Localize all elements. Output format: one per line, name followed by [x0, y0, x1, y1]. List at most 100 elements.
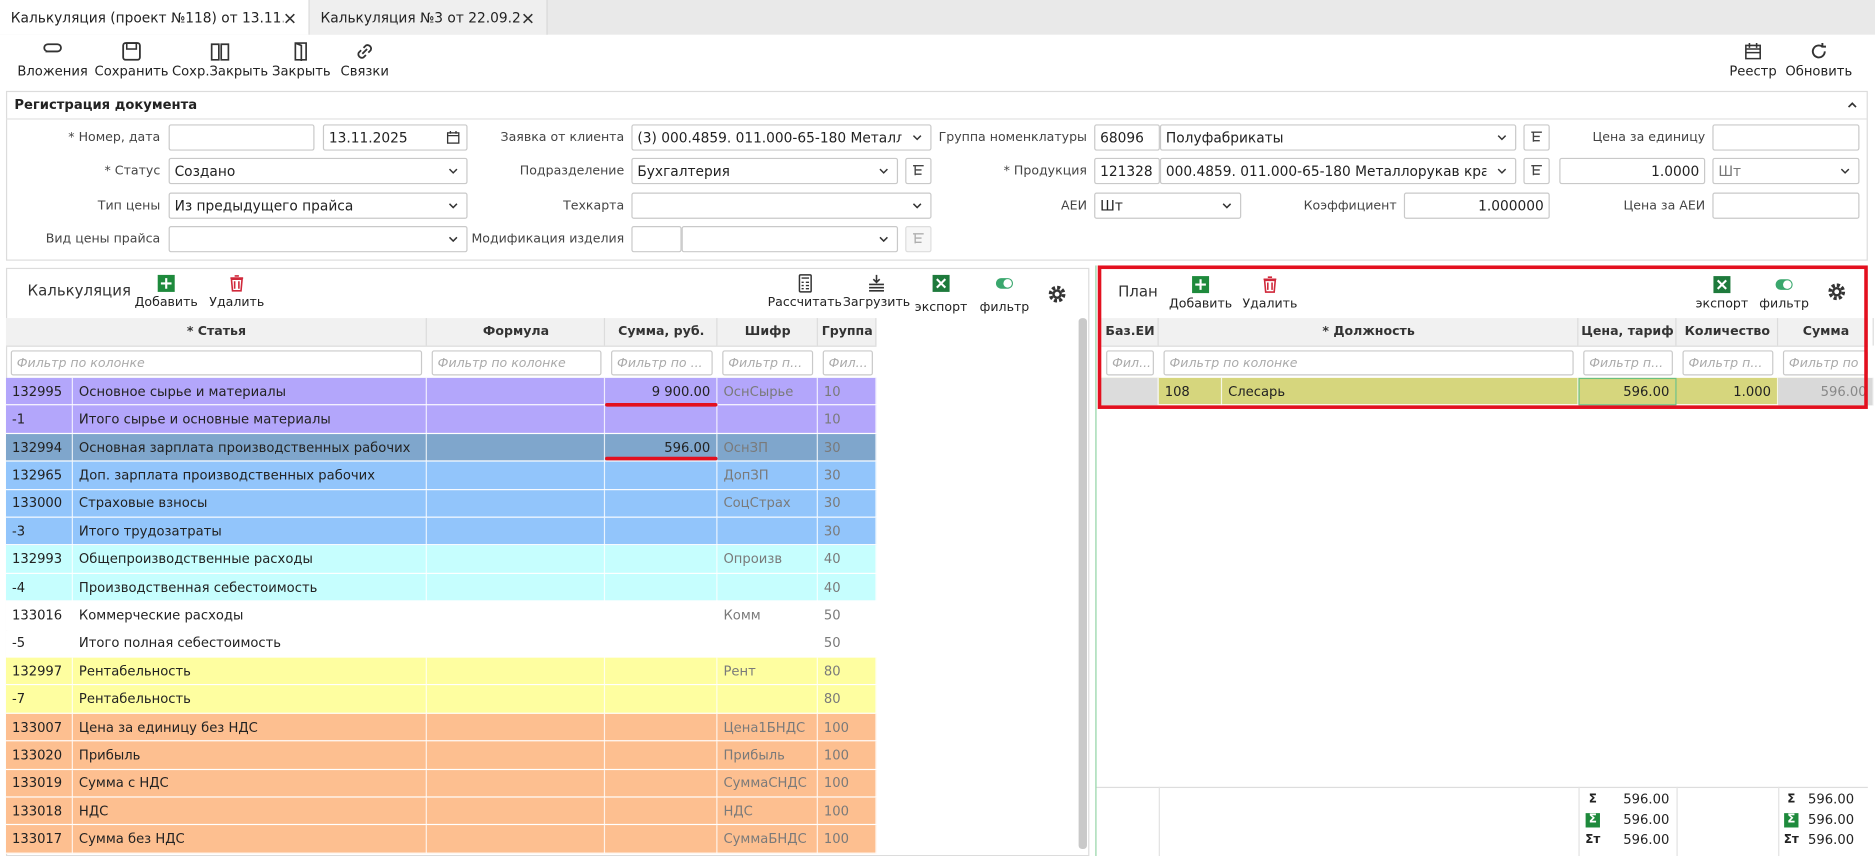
- settings-icon[interactable]: [1046, 283, 1068, 305]
- tab[interactable]: [0, 0, 310, 35]
- input[interactable]: [1523, 124, 1550, 151]
- filter-input[interactable]: [1583, 350, 1673, 376]
- filter-input[interactable]: [1782, 350, 1868, 376]
- panel-button-label[interactable]: фильтр: [1759, 296, 1809, 311]
- filter-input[interactable]: [1106, 350, 1154, 376]
- input[interactable]: [1523, 157, 1550, 185]
- collapse-icon[interactable]: [1844, 97, 1861, 114]
- toolbar-icon[interactable]: [209, 41, 231, 63]
- panel-button-icon[interactable]: [1191, 275, 1210, 294]
- panel-button-label[interactable]: фильтр: [979, 300, 1030, 315]
- input[interactable]: [168, 226, 468, 253]
- grid-row[interactable]: [5, 629, 877, 658]
- grid-row[interactable]: [5, 657, 877, 686]
- panel-button-label[interactable]: Удалить: [209, 295, 265, 310]
- toolbar-label[interactable]: Реестр: [1729, 63, 1777, 79]
- input[interactable]: [631, 192, 932, 219]
- input[interactable]: [168, 192, 468, 219]
- toolbar-icon[interactable]: [291, 41, 313, 63]
- dropdown-caret[interactable]: [1494, 163, 1511, 180]
- dropdown-caret[interactable]: [445, 163, 462, 180]
- panel-button-icon[interactable]: [932, 274, 951, 293]
- tree-button-icon[interactable]: [909, 230, 928, 249]
- toolbar-label[interactable]: Закрыть: [272, 63, 331, 79]
- tab-close[interactable]: [282, 10, 298, 26]
- dropdown-caret[interactable]: [445, 197, 462, 214]
- grid-row[interactable]: [5, 433, 877, 462]
- input[interactable]: [1159, 157, 1517, 185]
- filter-input[interactable]: [1682, 350, 1774, 376]
- dropdown-caret[interactable]: [875, 231, 892, 248]
- dropdown-caret[interactable]: [875, 163, 892, 180]
- tab[interactable]: [309, 0, 548, 35]
- panel-button-icon[interactable]: [795, 274, 814, 293]
- toolbar-icon[interactable]: [354, 41, 376, 63]
- dropdown-caret[interactable]: [1219, 197, 1236, 214]
- input[interactable]: [1159, 124, 1517, 151]
- filter-input[interactable]: [611, 350, 713, 376]
- panel-button-label[interactable]: экспорт: [1695, 296, 1749, 311]
- tree-button-icon[interactable]: [1527, 161, 1546, 180]
- toolbar-label[interactable]: Связки: [340, 63, 389, 79]
- panel-button-icon[interactable]: [1775, 275, 1794, 294]
- settings-icon[interactable]: [1826, 281, 1848, 303]
- toolbar-label[interactable]: Вложения: [17, 63, 88, 79]
- filter-input[interactable]: [431, 350, 602, 376]
- tab-close[interactable]: [520, 10, 536, 26]
- toolbar-label[interactable]: Сохр.Закрыть: [171, 63, 269, 79]
- toolbar-label[interactable]: Обновить: [1785, 63, 1853, 79]
- input[interactable]: [168, 124, 315, 151]
- panel-button-icon[interactable]: [995, 274, 1014, 293]
- panel-button-icon[interactable]: [867, 274, 886, 293]
- input[interactable]: [1712, 124, 1860, 151]
- grid-row[interactable]: [5, 825, 877, 854]
- input[interactable]: [168, 157, 468, 185]
- input[interactable]: [681, 226, 899, 253]
- toolbar-icon[interactable]: [1808, 41, 1830, 63]
- filter-input[interactable]: [722, 350, 814, 376]
- dropdown-caret[interactable]: [1494, 129, 1511, 146]
- grid-row[interactable]: [5, 517, 877, 546]
- panel-button-label[interactable]: Добавить: [134, 295, 198, 310]
- panel-button-icon[interactable]: [1712, 275, 1731, 294]
- input[interactable]: [1094, 192, 1242, 219]
- toolbar-icon[interactable]: [42, 41, 64, 63]
- input[interactable]: [1094, 157, 1160, 185]
- input[interactable]: [1712, 192, 1860, 219]
- tree-button-icon[interactable]: [1527, 128, 1546, 147]
- filter-input[interactable]: [1163, 350, 1574, 376]
- panel-button-icon[interactable]: [227, 274, 246, 293]
- grid-row[interactable]: [5, 601, 877, 630]
- panel-button-label[interactable]: Удалить: [1242, 296, 1298, 311]
- grid-row[interactable]: [5, 405, 877, 434]
- grid-row[interactable]: [5, 573, 877, 602]
- filter-input[interactable]: [10, 350, 423, 376]
- panel-button-icon[interactable]: [1260, 275, 1279, 294]
- dropdown-caret[interactable]: [909, 197, 926, 214]
- input[interactable]: [1559, 157, 1706, 185]
- grid-row[interactable]: [5, 741, 877, 770]
- panel-button-label[interactable]: Добавить: [1168, 296, 1233, 311]
- panel-button-label[interactable]: Рассчитать: [767, 295, 842, 310]
- input[interactable]: [631, 124, 932, 151]
- grid-row[interactable]: [5, 461, 877, 490]
- grid-row[interactable]: [5, 377, 877, 406]
- toolbar-label[interactable]: Сохранить: [94, 63, 169, 79]
- input[interactable]: [1094, 124, 1160, 151]
- input[interactable]: [631, 226, 682, 253]
- grid-row[interactable]: [5, 545, 877, 574]
- dropdown-caret[interactable]: [445, 231, 462, 248]
- dropdown-caret[interactable]: [909, 129, 926, 146]
- calendar-icon[interactable]: [445, 129, 462, 146]
- grid-row[interactable]: [1101, 377, 1868, 406]
- panel-button-label[interactable]: Загрузить: [842, 295, 911, 310]
- input[interactable]: [905, 226, 932, 253]
- filter-input[interactable]: [822, 350, 873, 376]
- input[interactable]: [322, 124, 468, 151]
- panel-button-icon[interactable]: [157, 274, 176, 293]
- toolbar-icon[interactable]: [1742, 41, 1764, 63]
- grid-row[interactable]: [5, 769, 877, 798]
- grid-row[interactable]: [5, 489, 877, 518]
- grid-row[interactable]: [5, 797, 877, 826]
- input[interactable]: [1712, 157, 1860, 185]
